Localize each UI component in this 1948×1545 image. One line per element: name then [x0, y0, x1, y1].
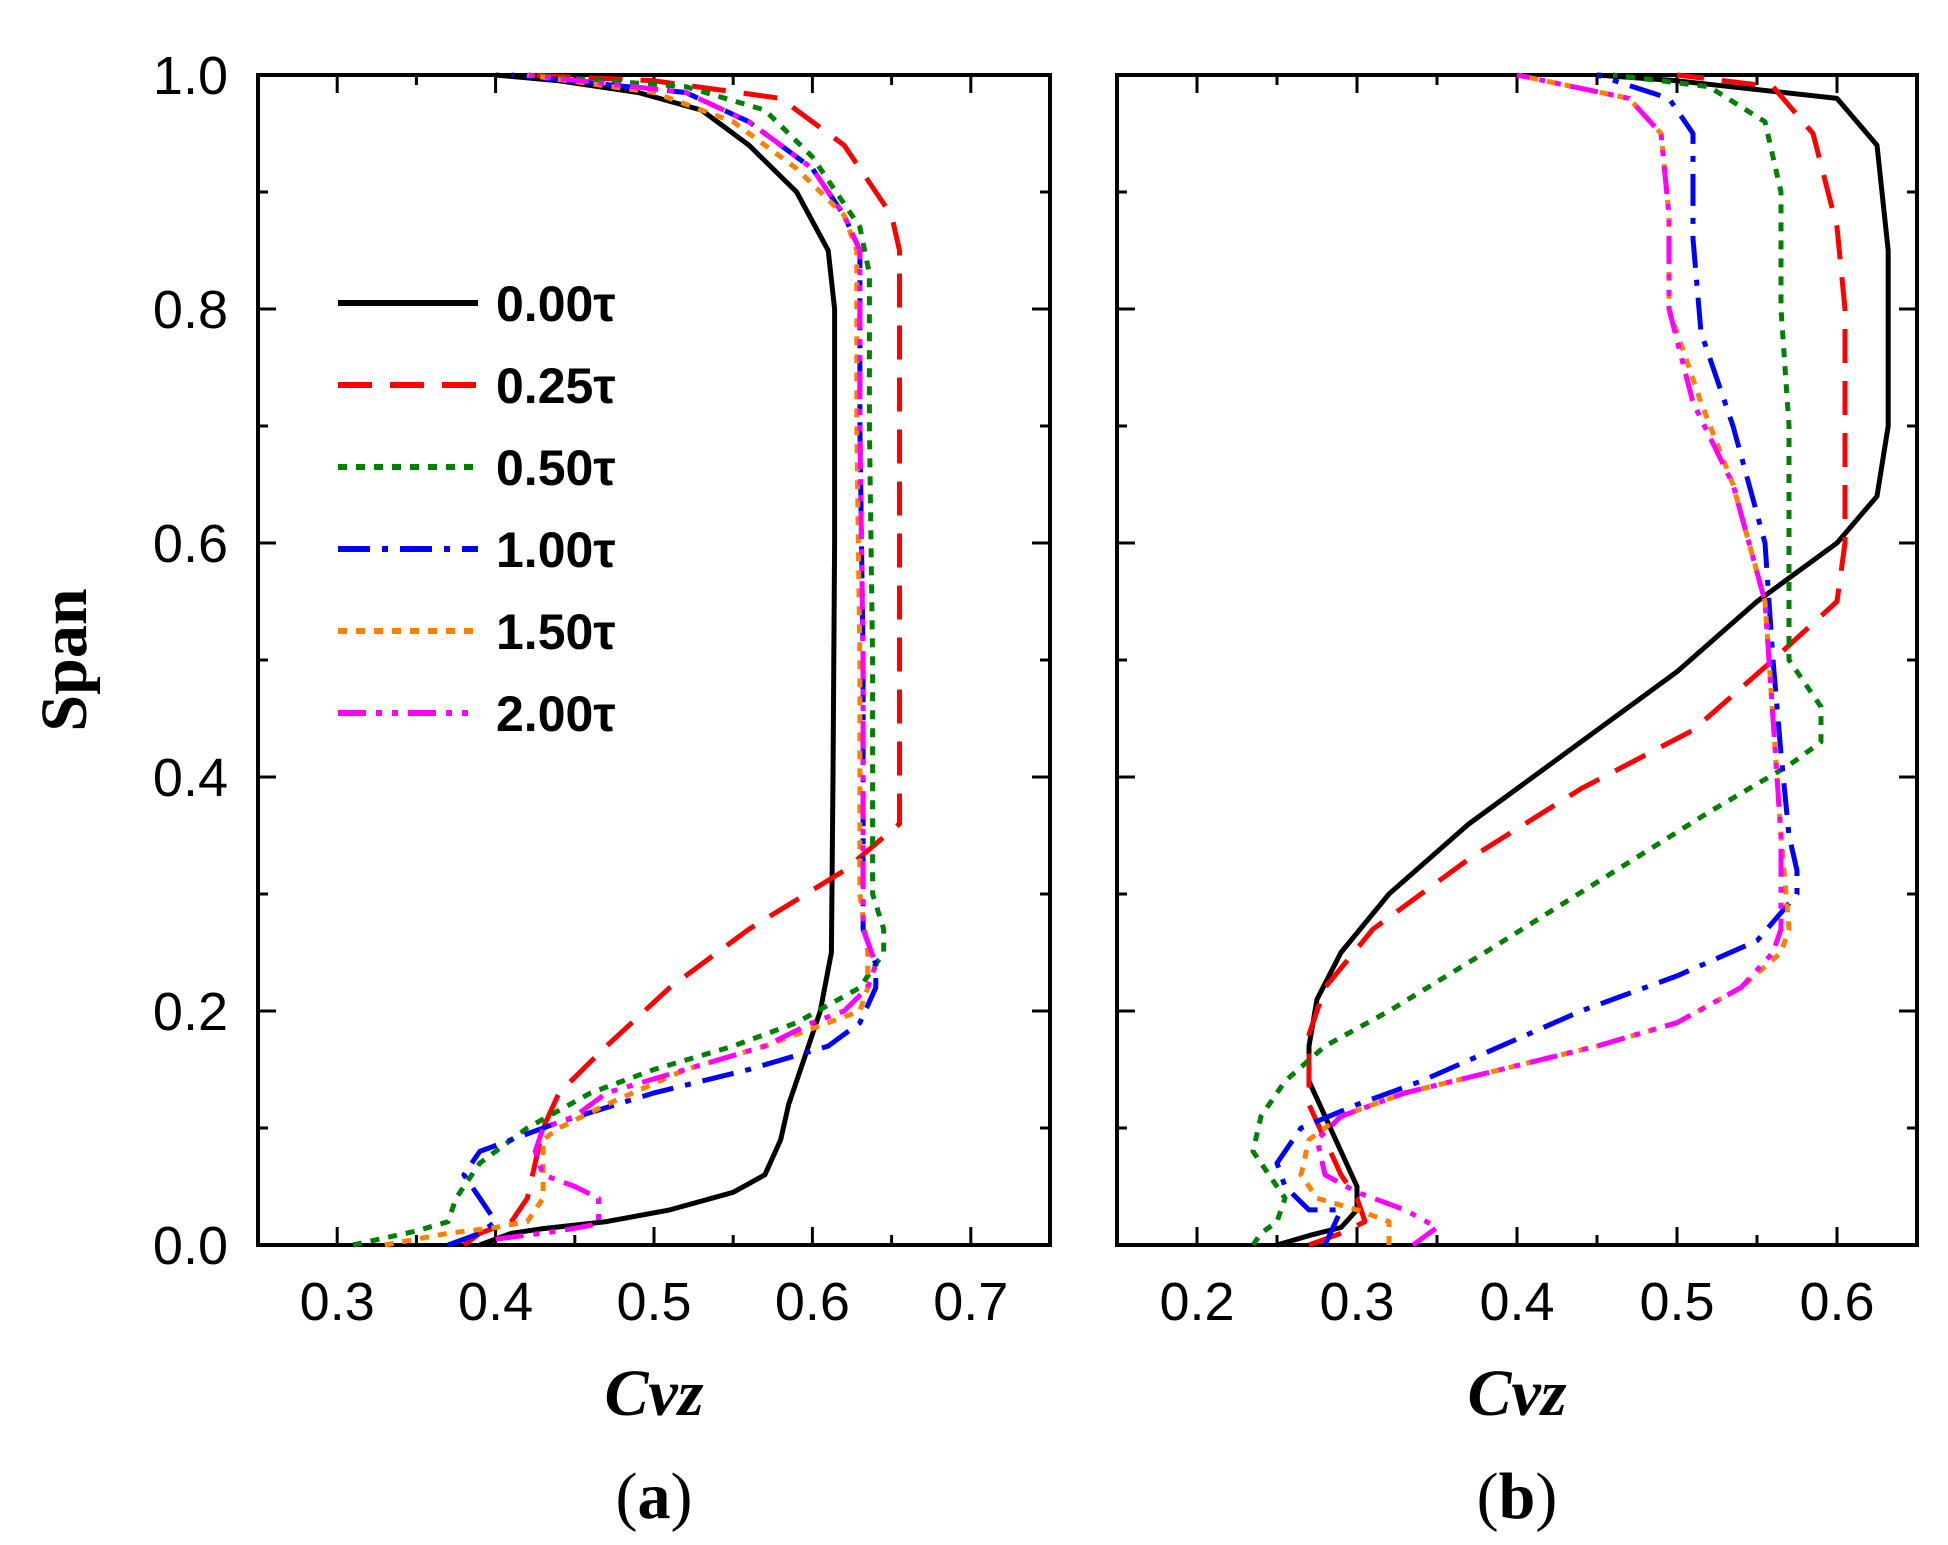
panel-a-series: [352, 72, 902, 1248]
panel-a-y-tick-label: 0.2: [153, 982, 228, 1042]
panel-b-x-tick-label: 0.5: [1639, 1272, 1714, 1332]
panel-b-series-5: [1314, 72, 1784, 1248]
panel-b-label: (b): [1477, 1460, 1558, 1533]
panel-b-ticks: [1117, 73, 1917, 1247]
panel-a-series-4: [384, 72, 871, 1248]
panel-a-tick-labels: 0.3 0.4 0.5 0.6 0.7 0.0 0.2 0.4 0.6 0.8 1.0: [153, 46, 1008, 1332]
panel-a-x-tick-label: 0.3: [300, 1272, 375, 1332]
panel-a-y-tick-label: 0.8: [153, 280, 228, 340]
panel-a-y-tick-label: 0.0: [153, 1216, 228, 1276]
panel-a-series-5: [495, 72, 879, 1242]
legend-entry-5: 2.00τ: [496, 686, 616, 742]
panel-a-y-tick-label: 0.4: [153, 748, 228, 808]
panel-a-series-1: [462, 72, 902, 1248]
y-axis-title: Span: [28, 588, 101, 731]
panel-b-x-tick-label: 0.6: [1799, 1272, 1874, 1332]
legend-entry-2: 0.50τ: [496, 440, 616, 496]
panel-b-series-1: [1306, 72, 1848, 1248]
panel-a-x-axis-title: Cvz: [605, 1357, 704, 1430]
panel-b-frame: [1115, 73, 1919, 1247]
legend-entry-0: 0.00τ: [496, 276, 616, 332]
panel-a-series-2: [352, 72, 887, 1248]
legend-entry-3: 1.00τ: [496, 522, 616, 578]
panel-b-series-4: [1298, 72, 1792, 1245]
panel-b: 0.2 0.3 0.4 0.5 0.6 Cvz (b): [1115, 72, 1919, 1533]
panel-a-series-0: [478, 72, 838, 1248]
panel-b-x-axis-title: Cvz: [1468, 1357, 1567, 1430]
panel-a-x-tick-label: 0.4: [458, 1272, 533, 1332]
legend: 0.00τ 0.25τ 0.50τ 1.00τ 1.50τ 2.00τ: [338, 276, 616, 742]
legend-entry-1: 0.25τ: [496, 358, 616, 414]
panel-b-x-tick-label: 0.2: [1159, 1272, 1234, 1332]
panel-b-x-tick-label: 0.4: [1479, 1272, 1554, 1332]
panel-b-label-letter: b: [1499, 1460, 1536, 1533]
legend-entry-4: 1.50τ: [496, 604, 616, 660]
panel-b-x-tick-label: 0.3: [1319, 1272, 1394, 1332]
panel-a-x-tick-label: 0.7: [933, 1272, 1008, 1332]
panel-b-series-0: [1276, 72, 1891, 1248]
panel-a-y-tick-label: 0.6: [153, 514, 228, 574]
panel-a-series-3: [447, 72, 879, 1248]
panel-a-label-letter: a: [638, 1460, 671, 1533]
panel-b-tick-labels: 0.2 0.3 0.4 0.5 0.6: [1159, 1272, 1874, 1332]
panel-a: 0.3 0.4 0.5 0.6 0.7 0.0 0.2 0.4 0.6 0.8 1.0 Cvz (a…: [153, 46, 1052, 1533]
panel-a-x-tick-label: 0.6: [775, 1272, 850, 1332]
panel-b-series-2: [1250, 72, 1824, 1247]
panel-b-series-3: [1274, 72, 1800, 1247]
panel-a-y-tick-label: 1.0: [153, 46, 228, 106]
panel-a-label: (a): [616, 1460, 693, 1533]
panel-b-series: [1250, 72, 1891, 1248]
panel-a-x-tick-label: 0.5: [616, 1272, 691, 1332]
